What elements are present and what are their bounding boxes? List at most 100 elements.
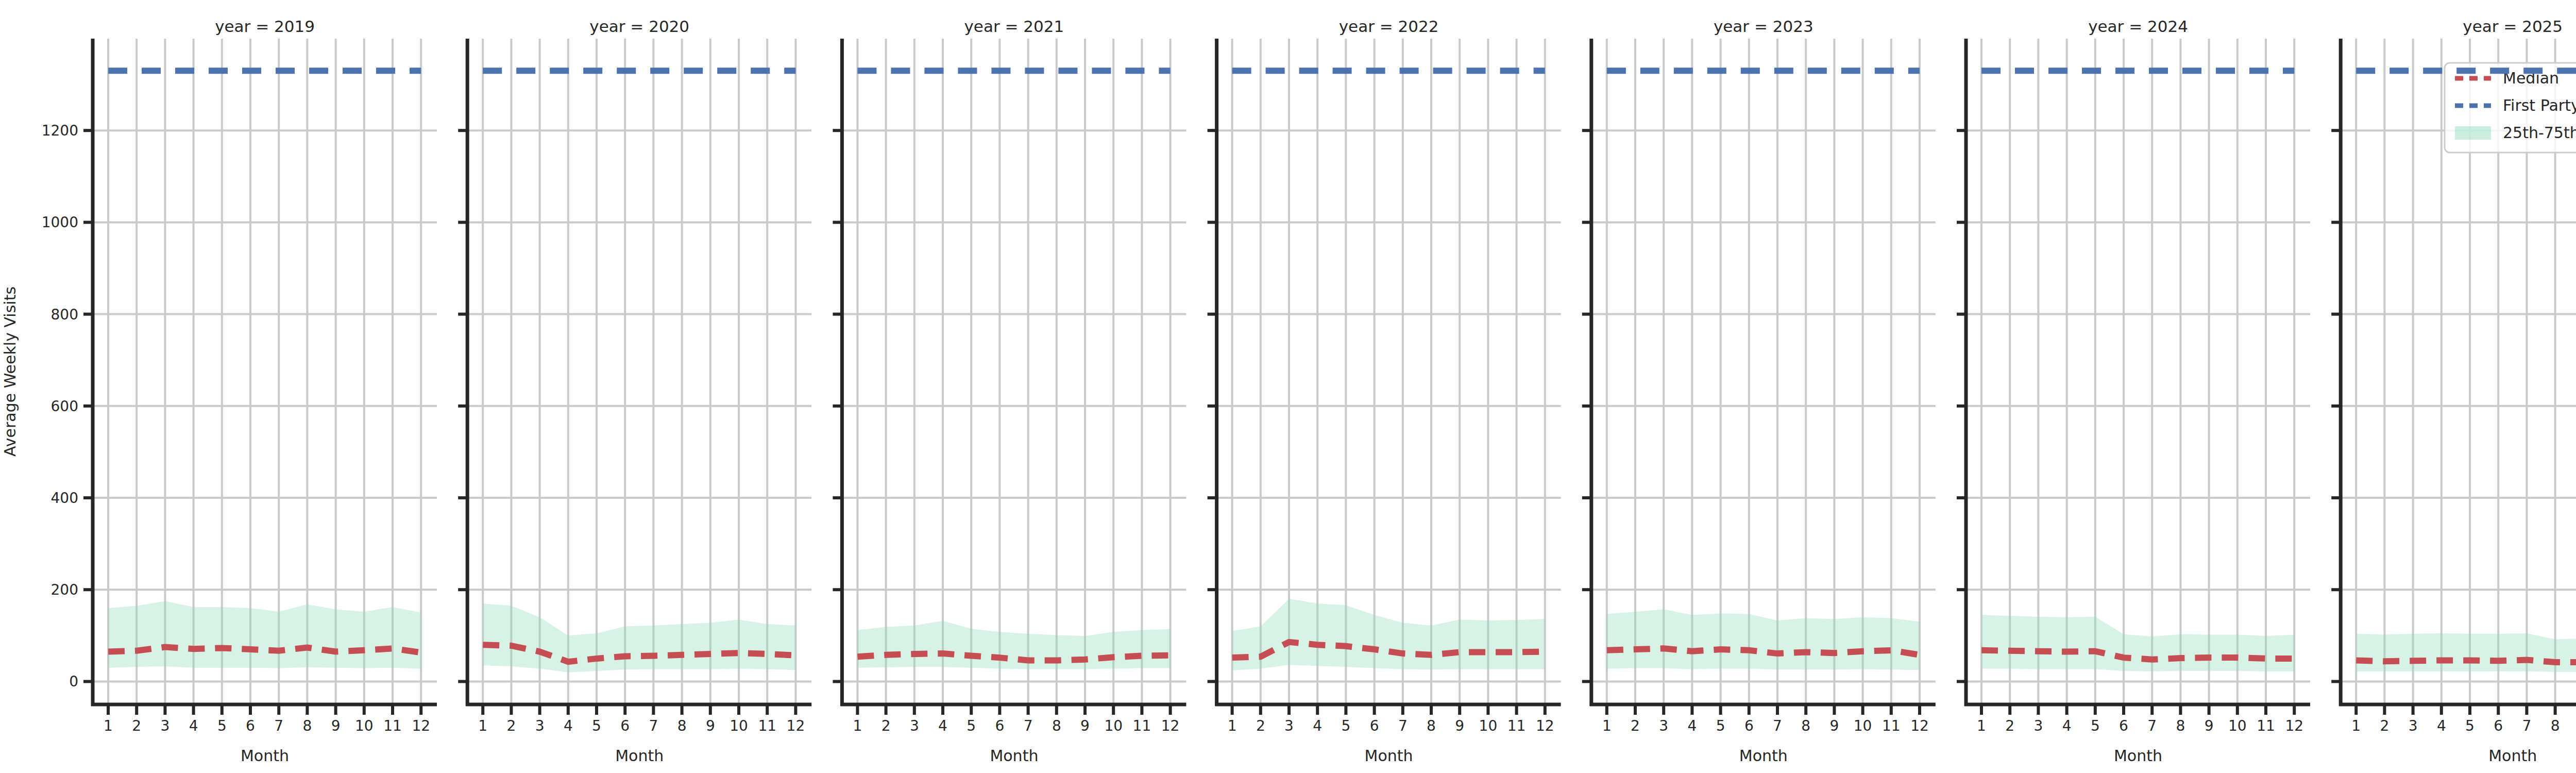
x-tick-label: 1	[478, 717, 487, 734]
x-tick-label: 10	[730, 717, 748, 734]
x-tick-label: 5	[217, 717, 227, 734]
legend: MedianFirst Party Median25th-75th Percen…	[2445, 63, 2576, 153]
x-tick-label: 8	[2176, 717, 2185, 734]
percentile-band-2022	[1232, 599, 1545, 670]
x-tick-label: 6	[2494, 717, 2503, 734]
x-tick-label: 5	[1716, 717, 1725, 734]
x-tick-label: 10	[2228, 717, 2247, 734]
x-tick-label: 7	[1398, 717, 1408, 734]
x-tick-label: 4	[938, 717, 947, 734]
y-tick-label: 1200	[42, 122, 78, 139]
x-tick-label: 9	[2205, 717, 2214, 734]
x-tick-label: 9	[1455, 717, 1464, 734]
x-tick-label: 10	[355, 717, 374, 734]
x-tick-label: 3	[1284, 717, 1294, 734]
x-tick-label: 6	[1370, 717, 1379, 734]
facet-2020: 123456789101112Monthyear = 2020	[458, 17, 811, 765]
x-tick-label: 8	[677, 717, 687, 734]
x-tick-label: 8	[1052, 717, 1061, 734]
x-tick-label: 8	[302, 717, 312, 734]
x-tick-label: 10	[1479, 717, 1498, 734]
facet-title-2024: year = 2024	[2088, 17, 2188, 36]
faceted-line-chart-figure: Average Weekly Visits0200400600800100012…	[0, 0, 2576, 773]
x-tick-label: 3	[160, 717, 170, 734]
facet-title-2025: year = 2025	[2463, 17, 2563, 36]
facet-title-2020: year = 2020	[589, 17, 689, 36]
x-tick-label: 5	[2091, 717, 2100, 734]
x-tick-label: 1	[1228, 717, 1237, 734]
x-axis-label-2025: Month	[2488, 747, 2537, 765]
x-tick-label: 5	[2465, 717, 2475, 734]
x-tick-label: 3	[910, 717, 919, 734]
x-tick-label: 5	[592, 717, 601, 734]
x-tick-label: 12	[1536, 717, 1554, 734]
x-tick-label: 12	[2285, 717, 2303, 734]
x-tick-label: 5	[1341, 717, 1350, 734]
y-tick-label: 600	[51, 398, 78, 415]
legend-percentile-label: 25th-75th Percentile	[2503, 124, 2576, 142]
facet-2019: 123456789101112Monthyear = 2019	[83, 17, 437, 765]
facet-2024: 123456789101112Monthyear = 2024	[1957, 17, 2310, 765]
x-tick-label: 11	[758, 717, 776, 734]
x-tick-label: 1	[1602, 717, 1612, 734]
x-tick-label: 1	[2351, 717, 2361, 734]
x-tick-label: 9	[1829, 717, 1839, 734]
x-tick-label: 8	[1427, 717, 1436, 734]
x-tick-label: 3	[1659, 717, 1668, 734]
x-tick-label: 11	[2257, 717, 2275, 734]
x-tick-label: 9	[331, 717, 341, 734]
x-tick-label: 6	[246, 717, 255, 734]
y-axis-label: Average Weekly Visits	[1, 287, 19, 457]
x-tick-label: 11	[1882, 717, 1901, 734]
x-tick-label: 1	[104, 717, 113, 734]
percentile-band-2025	[2356, 633, 2576, 673]
x-tick-label: 9	[1080, 717, 1090, 734]
x-tick-label: 2	[132, 717, 141, 734]
facet-title-2022: year = 2022	[1339, 17, 1439, 36]
facet-2023: 123456789101112Monthyear = 2023	[1582, 17, 1936, 765]
y-tick-label: 0	[69, 673, 78, 690]
facet-2021: 123456789101112Monthyear = 2021	[833, 17, 1186, 765]
x-tick-label: 7	[649, 717, 658, 734]
facet-title-2021: year = 2021	[964, 17, 1064, 36]
x-tick-label: 4	[189, 717, 198, 734]
x-tick-label: 5	[967, 717, 976, 734]
x-tick-label: 3	[535, 717, 545, 734]
x-tick-label: 6	[620, 717, 630, 734]
y-tick-label: 800	[51, 306, 78, 323]
x-tick-label: 2	[2005, 717, 2014, 734]
x-tick-label: 7	[2522, 717, 2531, 734]
y-tick-label: 400	[51, 490, 78, 507]
x-tick-label: 10	[1104, 717, 1123, 734]
x-tick-label: 2	[506, 717, 516, 734]
x-axis-label-2021: Month	[990, 747, 1038, 765]
x-tick-label: 11	[383, 717, 402, 734]
x-axis-label-2019: Month	[241, 747, 289, 765]
x-tick-label: 6	[2119, 717, 2128, 734]
x-tick-label: 2	[882, 717, 891, 734]
x-tick-label: 11	[1133, 717, 1151, 734]
facet-2025: 123456789101112Monthyear = 2025MedianFir…	[2331, 17, 2576, 765]
x-tick-label: 1	[853, 717, 862, 734]
x-tick-label: 8	[2551, 717, 2560, 734]
x-tick-label: 4	[1687, 717, 1697, 734]
x-tick-label: 8	[1801, 717, 1810, 734]
x-tick-label: 3	[2409, 717, 2418, 734]
facet-title-2023: year = 2023	[1714, 17, 1814, 36]
x-axis-label-2024: Month	[2114, 747, 2162, 765]
facet-2022: 123456789101112Monthyear = 2022	[1208, 17, 1561, 765]
percentile-band-2024	[1981, 615, 2294, 671]
x-axis-label-2020: Month	[615, 747, 664, 765]
percentile-band-2021	[857, 621, 1170, 669]
x-tick-label: 6	[995, 717, 1004, 734]
x-tick-label: 7	[274, 717, 283, 734]
x-tick-label: 4	[2062, 717, 2072, 734]
x-tick-label: 3	[2033, 717, 2043, 734]
percentile-band-2023	[1607, 610, 1920, 670]
figure-canvas: Average Weekly Visits0200400600800100012…	[0, 0, 2576, 773]
x-tick-label: 4	[564, 717, 573, 734]
x-tick-label: 7	[2147, 717, 2157, 734]
x-tick-label: 6	[1744, 717, 1754, 734]
x-tick-label: 4	[1313, 717, 1322, 734]
x-tick-label: 2	[2380, 717, 2389, 734]
